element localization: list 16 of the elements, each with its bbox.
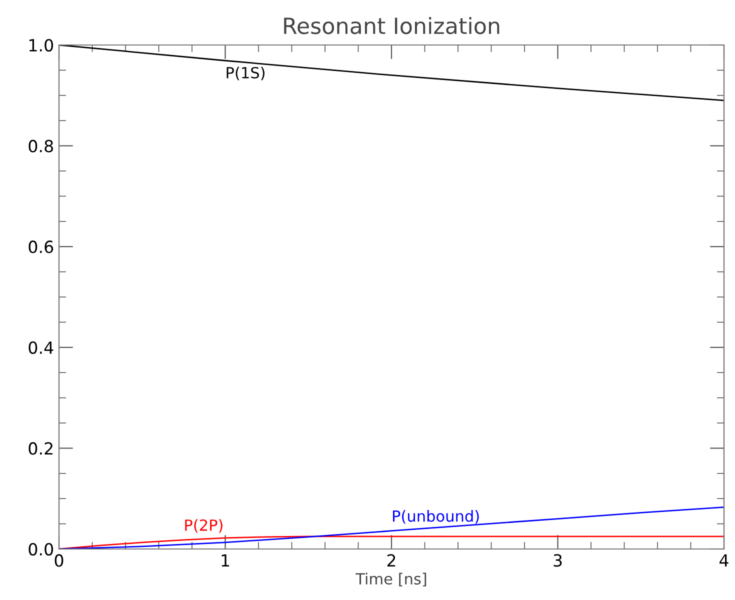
y-tick-label: 0.8 bbox=[28, 140, 53, 152]
x-tick-label: 1 bbox=[222, 554, 230, 567]
x-tick-label: 0 bbox=[54, 554, 64, 567]
x-axis-title: Time [ns] bbox=[356, 572, 426, 586]
x-tick-label: 3 bbox=[554, 554, 562, 567]
y-tick-label: 1.0 bbox=[29, 38, 54, 52]
series-label: P(unbound) bbox=[393, 510, 479, 524]
x-tick-label: 2 bbox=[387, 554, 396, 567]
y-tick-label: 0.0 bbox=[28, 542, 54, 556]
y-tick-label: 0.6 bbox=[28, 240, 54, 254]
series-label: P(1S) bbox=[226, 66, 264, 80]
chart-title: Resonant Ionization bbox=[284, 17, 500, 34]
y-tick-label: 0.4 bbox=[28, 341, 54, 354]
x-tick-label: 4 bbox=[720, 554, 728, 567]
series-label: P(2P) bbox=[185, 519, 222, 533]
y-tick-label: 0.2 bbox=[28, 442, 52, 455]
